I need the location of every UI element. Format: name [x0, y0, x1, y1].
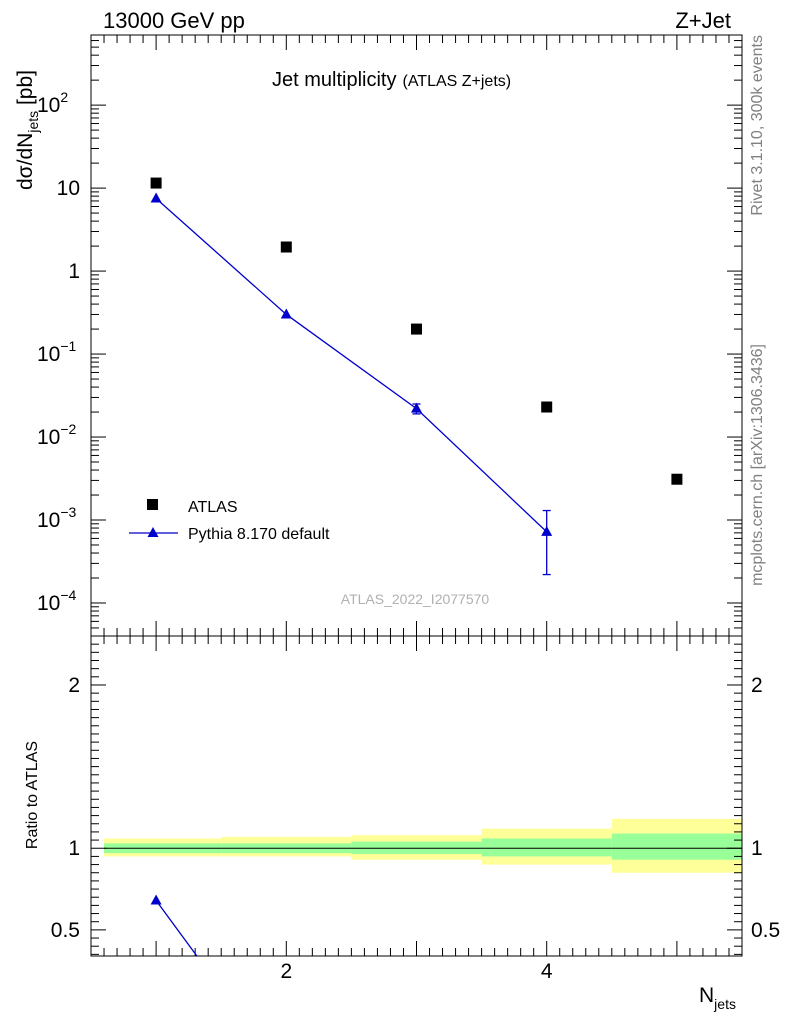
atlas-point	[541, 401, 553, 413]
ratio-y-tick-label-right: 2	[751, 674, 763, 697]
main-data	[150, 177, 683, 576]
pythia-point	[411, 402, 422, 413]
ratio-pythia-point	[150, 894, 162, 905]
pythia-point	[280, 308, 292, 319]
legend-pythia-label: Pythia 8.170 default	[188, 526, 330, 543]
ratio-bands	[104, 818, 742, 873]
ratio-y-tick-label-right: 1	[751, 837, 763, 860]
tick-base: 10	[37, 343, 60, 366]
ratio-y-tick-label-right: 0.5	[751, 919, 780, 942]
ratio-band-inner	[611, 833, 742, 860]
pythia-point	[150, 192, 162, 203]
main-y-axis-label: dσ/dNjets [pb]	[14, 70, 41, 190]
legend-atlas-marker	[147, 499, 158, 510]
tick-exponent: 2	[60, 89, 68, 105]
tick-exponent: −3	[60, 504, 76, 520]
x-tick-label: 2	[280, 960, 292, 983]
y-label-subscript: jets	[25, 111, 41, 134]
tick-base: 10	[37, 426, 60, 449]
plot-title-main: Jet multiplicity	[272, 69, 396, 91]
main-y-tick-label: 10−4	[37, 587, 77, 615]
axis-ticks	[91, 34, 742, 956]
ratio-y-tick-label-left: 0.5	[51, 919, 80, 942]
x-axis-label: Njets	[699, 984, 736, 1012]
tick-base: 10	[37, 509, 60, 532]
ratio-pythia-line	[155, 900, 198, 956]
pythia-line	[155, 197, 548, 533]
main-y-tick-label: 102	[37, 89, 68, 117]
ratio-data	[150, 894, 198, 956]
plot-title-sub: (ATLAS Z+jets)	[402, 73, 511, 90]
tick-exponent: −2	[60, 421, 76, 437]
analysis-watermark: ATLAS_2022_I2077570	[341, 591, 490, 607]
ratio-y-tick-label-left: 2	[68, 674, 80, 697]
y-label-unit: [pb]	[14, 70, 37, 111]
ratio-band-inner	[481, 838, 612, 857]
pythia-point	[541, 525, 553, 536]
ratio-plot-frame	[90, 635, 743, 957]
main-y-tick-label: 10−1	[37, 338, 77, 366]
ratio-y-tick-label-left: 1	[68, 837, 80, 860]
tick-base: 10	[37, 592, 60, 615]
plot-title: Jet multiplicity (ATLAS Z+jets)	[272, 69, 511, 91]
main-y-tick-label: 10−2	[37, 421, 77, 449]
ratio-tick-labels: 0.5 0.5 1 1 2 2 2 4	[51, 674, 780, 983]
mcplots-label: mcplots.cern.ch [arXiv:1306.3436]	[749, 344, 766, 586]
main-plot-frame	[90, 34, 743, 637]
tick-exponent: −1	[60, 338, 76, 354]
main-y-tick-label: 10−3	[37, 504, 77, 532]
atlas-point	[671, 473, 683, 485]
legend: ATLAS Pythia 8.170 default	[129, 499, 330, 543]
atlas-point	[411, 323, 422, 335]
tick-exponent: −4	[60, 587, 76, 603]
x-label-subscript: jets	[713, 996, 736, 1012]
main-y-tick-label: 10	[57, 177, 80, 200]
process-label: Z+Jet	[675, 8, 731, 33]
legend-atlas-label: ATLAS	[188, 499, 238, 516]
x-tick-label: 4	[541, 960, 553, 983]
ratio-y-axis-label: Ratio to ATLAS	[24, 741, 41, 849]
legend-pythia-marker	[147, 527, 159, 537]
rivet-label: Rivet 3.1.10, 300k events	[749, 35, 766, 216]
atlas-point	[280, 241, 292, 253]
tick-base: 10	[37, 94, 60, 117]
energy-label: 13000 GeV pp	[103, 8, 245, 33]
main-y-tick-label: 1	[68, 260, 80, 283]
atlas-point	[150, 177, 162, 189]
